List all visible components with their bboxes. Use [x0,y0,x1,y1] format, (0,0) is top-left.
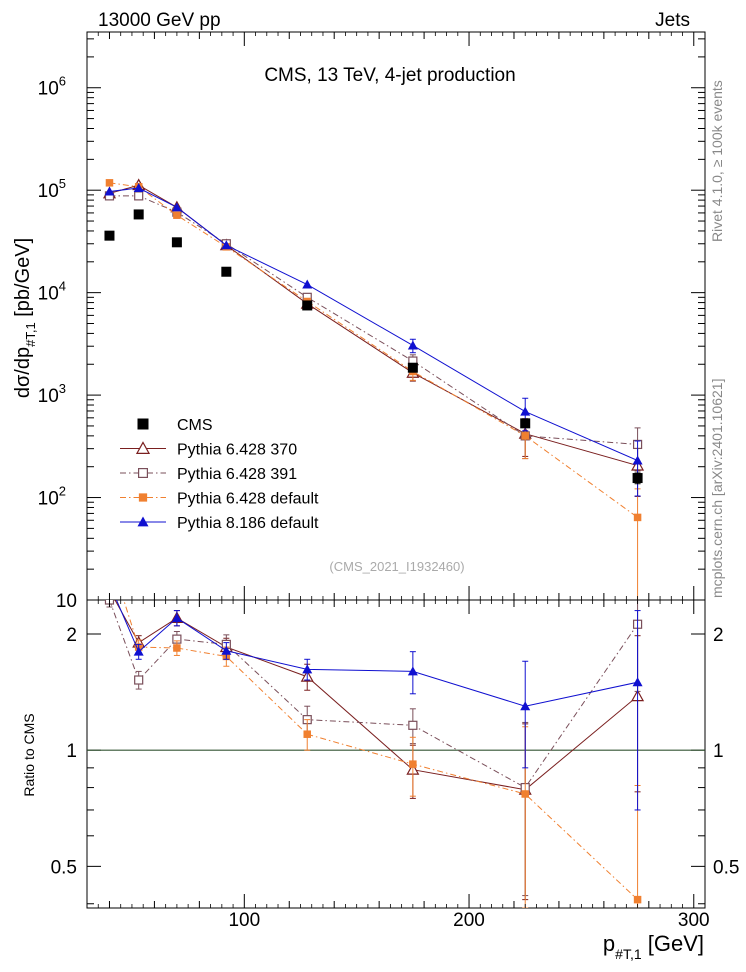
ratio-point [221,645,232,655]
ratio-point [302,664,313,674]
data-point [221,266,232,277]
legend-item: Pythia 6.428 391 [120,466,297,483]
data-point [520,418,531,429]
x-tick-label: 100 [228,910,260,931]
y-tick-label: 105 [38,176,66,202]
ratio-y-tick-label: 2 [66,625,77,646]
ratio-y-tick-label: 0.5 [51,857,77,878]
ratio-point [407,666,418,676]
data-point [171,237,182,248]
ratio-frame [86,599,706,909]
legend-marker [138,493,148,502]
ratio-series [104,551,645,908]
legend-item: Pythia 6.428 370 [120,441,297,459]
main-series [102,178,645,600]
ratio-y-tick-label-right: 2 [713,625,724,646]
main-ticks: 10 102 103 104 105 106 [38,38,705,612]
ratio-point [104,579,114,588]
legend-item: CMS [137,417,213,434]
series-pythia-6-428-default [105,179,642,600]
series-pythia-8-186-default [104,183,643,497]
x-tick-label: 300 [678,910,710,931]
legend-label: Pythia 8.186 default [177,515,319,532]
data-point [105,179,114,187]
legend-label: Pythia 6.428 default [177,491,319,508]
legend-item: Pythia 6.428 default [120,491,319,508]
ratio-line [123,600,638,900]
series-line [109,195,638,445]
data-point [302,279,313,289]
legend-marker [135,441,151,454]
ratio-point [173,644,181,652]
legend-marker [138,468,149,479]
data-point [104,230,115,241]
ratio-line [115,600,638,707]
y-tick-label: 102 [38,484,66,510]
ratio-line [114,600,638,791]
data-point [133,209,144,220]
ratio-point [106,551,114,559]
ratio-point [408,720,418,730]
x-ticks: 100 200 300 [97,32,710,931]
legend-label: Pythia 6.428 370 [177,442,297,459]
data-point [407,340,418,350]
ratio-series-pythia-6-428-default [106,551,642,908]
ratio-series-pythia-8-186-default [104,579,643,811]
mcplots-source-label: mcplots.cern.ch [arXiv:2401.10621] [709,379,725,598]
ratio-ticks: 0.5 0.5 1 1 2 2 [51,625,739,905]
legend-label: Pythia 6.428 391 [177,466,297,483]
ratio-y-axis-label: Ratio to CMS [21,713,37,796]
data-point [632,455,643,465]
data-point [302,300,313,311]
legend: CMS Pythia 6.428 370 Pythia 6.428 391 Pythi… [120,417,319,532]
ratio-point [133,646,144,656]
series-line [109,187,638,461]
ratio-y-tick-label-right: 0.5 [713,857,739,878]
ratio-point [521,790,529,798]
data-point [520,406,531,416]
ratio-y-tick-label-right: 1 [713,741,724,762]
header-right-label: Jets [655,10,690,31]
ratio-series-pythia-6-428-370 [104,585,645,901]
legend-item: Pythia 8.186 default [120,515,319,532]
chart-title: CMS, 13 TeV, 4-jet production [264,65,515,86]
rivet-version-label: Rivet 4.1.0, ≥ 100k events [709,80,725,242]
ratio-point [171,613,182,623]
data-point [173,211,181,219]
data-point [633,513,642,522]
x-axis-label: p#T,1 [GeV] [603,931,704,962]
ratio-point [303,730,311,738]
data-point [134,191,144,201]
y-tick-label: 106 [38,74,66,100]
ratio-point [134,675,144,685]
data-point [632,473,643,484]
header-left-label: 13000 GeV pp [98,10,221,31]
y-tick-label: 10 [56,591,77,612]
ratio-point [409,760,417,768]
data-point [221,240,232,250]
data-point [104,186,115,196]
y-tick-label: 104 [38,279,66,305]
ratio-point [633,895,642,904]
legend-marker [137,516,149,527]
ratio-panel: 0.5 0.5 1 1 2 2 Ratio to CMS [21,551,739,909]
ratio-point [520,701,531,711]
series-cms [104,209,643,485]
legend-marker [137,418,149,430]
ratio-point [632,677,643,687]
analysis-watermark: (CMS_2021_I1932460) [329,559,464,574]
ratio-y-tick-label: 1 [66,741,77,762]
main-panel: CMS, 13 TeV, 4-jet production (CMS_2021_… [12,31,706,612]
data-point [133,183,144,193]
ratio-line [109,600,638,789]
y-tick-label: 103 [38,381,66,407]
main-y-axis-label: dσ/dp#T,1 [pb/GeV] [12,238,38,398]
data-point [521,432,529,440]
data-point [171,202,182,212]
ratio-point [104,585,115,595]
legend-label: CMS [177,417,213,434]
x-tick-label: 200 [453,910,485,931]
data-point [407,362,418,373]
